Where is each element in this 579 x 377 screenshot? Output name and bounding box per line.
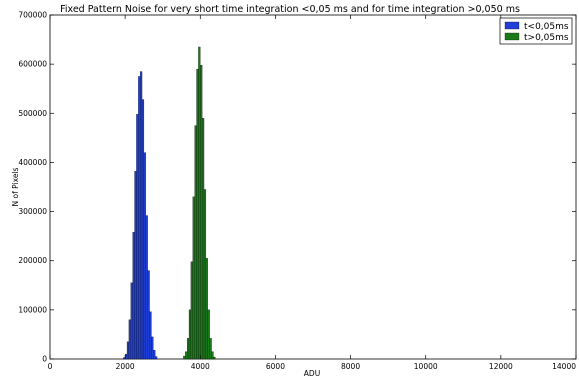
bar-series-2 [213,357,215,359]
bar-series-1 [144,153,146,359]
y-tick-label: 0 [42,355,47,364]
bar-series-1 [135,171,137,359]
bar-series-1 [151,337,153,359]
y-axis-ticks: 0 100000 200000 300000 400000 500000 600000 700… [18,11,576,364]
bar-series-2 [208,310,210,359]
x-tick-label: 14000 [552,362,576,371]
bar-series-2 [212,352,214,359]
bar-series-1 [142,100,144,359]
bar-series-2 [191,262,193,359]
legend-label-series-1: t<0,05ms [524,22,569,32]
bar-series-1 [140,72,142,359]
bar-series-2 [185,352,187,359]
bar-series-2 [197,69,199,359]
bar-series-1 [131,283,133,359]
y-tick-label: 300000 [18,207,47,216]
y-tick-label: 100000 [18,305,47,314]
x-tick-label: 8000 [341,362,360,371]
bar-series-2 [189,310,191,359]
bar-series-2 [206,258,208,359]
x-tick-label: 2000 [116,362,135,371]
x-axis-label: ADU [304,369,320,377]
bar-series-1 [136,114,138,359]
bar-series-2 [198,47,200,359]
bar-series-1 [138,76,140,359]
x-tick-label: 6000 [266,362,285,371]
bar-series-2 [183,356,185,359]
legend-swatch-series-2 [505,33,519,40]
y-tick-label: 400000 [18,158,47,167]
y-tick-label: 500000 [18,109,47,118]
bar-series-1 [129,320,131,359]
x-tick-label: 4000 [191,362,210,371]
bar-series-2 [202,118,204,359]
bar-series-1 [150,312,152,359]
bar-series-2 [200,65,202,359]
bar-series-1 [148,271,150,359]
x-tick-label: 10000 [414,362,438,371]
bar-series-1 [155,357,157,359]
y-tick-label: 600000 [18,60,47,69]
y-tick-label: 700000 [18,11,47,20]
y-axis-label: N of Pixels [11,167,20,206]
bar-series-1 [133,232,135,359]
bar-series-1 [146,216,148,360]
legend: t<0,05ms t>0,05ms [500,18,572,44]
bars-group [123,47,215,359]
legend-label-series-2: t>0,05ms [524,33,569,43]
bar-series-2 [210,338,212,359]
x-tick-label: 0 [48,362,53,371]
bar-series-2 [193,197,195,359]
x-tick-label: 12000 [489,362,513,371]
plot-area [50,15,576,359]
bar-series-1 [153,350,155,359]
bar-series-2 [204,189,206,359]
y-tick-label: 200000 [18,256,47,265]
bar-series-1 [127,342,129,359]
legend-swatch-series-1 [505,22,519,29]
chart-title: Fixed Pattern Noise for very short time … [60,4,520,15]
bar-series-2 [195,126,197,359]
x-axis-ticks: 0 2000 4000 6000 8000 10000 12000 14000 [48,15,577,371]
bar-series-2 [187,338,189,359]
